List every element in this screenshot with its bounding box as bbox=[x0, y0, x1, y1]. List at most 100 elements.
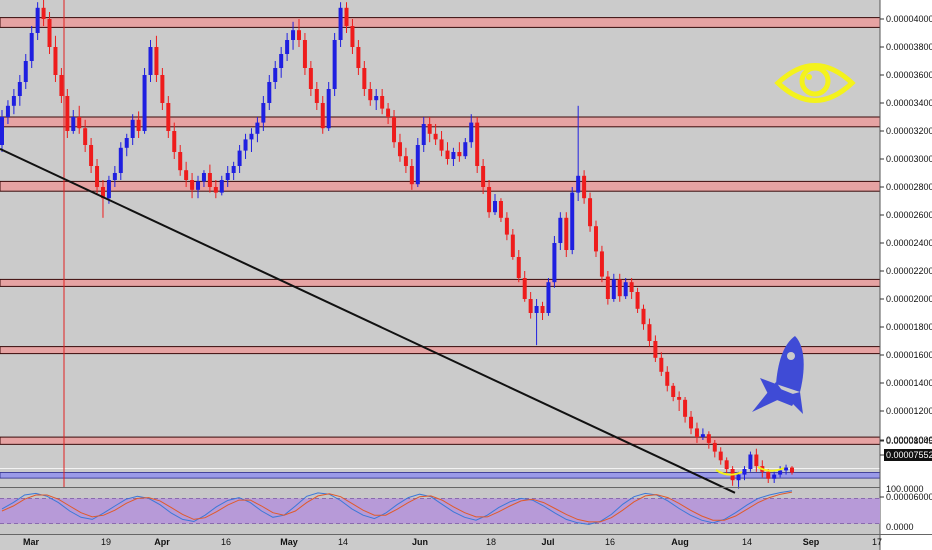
candle bbox=[148, 40, 153, 82]
candle-body bbox=[712, 442, 717, 452]
candle bbox=[784, 464, 789, 475]
candle-body bbox=[790, 467, 794, 473]
candle-body bbox=[415, 145, 420, 185]
candle bbox=[611, 273, 616, 302]
candle bbox=[326, 82, 331, 131]
candle-body bbox=[647, 324, 652, 341]
price-tick-label: 0.00003600 bbox=[886, 70, 932, 80]
candle bbox=[718, 447, 723, 465]
price-tick-label: 0.00002600 bbox=[886, 210, 932, 220]
stoch-d-line bbox=[1, 491, 793, 523]
date-tick-label: 18 bbox=[486, 537, 496, 547]
candle-body bbox=[374, 96, 379, 101]
descending-trendline[interactable] bbox=[0, 148, 736, 494]
candle-body bbox=[706, 434, 711, 443]
candle-body bbox=[564, 217, 569, 250]
resistance-zone bbox=[0, 346, 881, 355]
candle bbox=[178, 145, 183, 176]
candle bbox=[291, 21, 296, 50]
candle bbox=[576, 105, 581, 201]
candle bbox=[671, 383, 676, 402]
candle bbox=[599, 245, 604, 283]
candle-body bbox=[213, 187, 218, 193]
oscillator-tick-label: 100.0000 bbox=[886, 484, 924, 494]
candle-body bbox=[261, 103, 266, 123]
candle bbox=[237, 145, 242, 173]
trendline-layer[interactable] bbox=[0, 148, 736, 494]
candle-body bbox=[178, 152, 183, 171]
candle-body bbox=[338, 7, 343, 41]
candle bbox=[445, 142, 450, 165]
support-arc bbox=[715, 469, 743, 476]
candle bbox=[71, 110, 76, 134]
resistance-zone bbox=[0, 180, 881, 192]
price-tick-label: 0.00002000 bbox=[886, 294, 932, 304]
candle-body bbox=[510, 234, 515, 257]
candle-body bbox=[356, 47, 361, 68]
candle bbox=[380, 89, 385, 115]
candle bbox=[475, 117, 480, 173]
candle-body bbox=[516, 257, 521, 278]
candle-body bbox=[17, 82, 22, 96]
candle bbox=[546, 278, 551, 316]
candle-body bbox=[350, 26, 355, 47]
candle-body bbox=[291, 30, 296, 40]
candle-body bbox=[332, 40, 337, 89]
candle bbox=[558, 212, 563, 250]
candle bbox=[689, 411, 694, 435]
support-markers bbox=[715, 466, 785, 476]
candle bbox=[332, 33, 337, 96]
candle bbox=[415, 138, 420, 187]
candle bbox=[409, 159, 414, 190]
stochastic-oscillator bbox=[0, 487, 880, 525]
candle-body bbox=[694, 428, 699, 438]
candle bbox=[712, 440, 717, 458]
candle bbox=[95, 159, 100, 194]
candle-body bbox=[778, 470, 783, 475]
candle-body bbox=[320, 103, 325, 129]
candle-body bbox=[754, 454, 759, 467]
candle bbox=[166, 96, 171, 138]
price-tick-label: 0.00001400 bbox=[886, 378, 932, 388]
candle-body bbox=[588, 198, 593, 227]
current-price-tag bbox=[884, 449, 932, 461]
candle-body bbox=[570, 192, 575, 250]
candle-body bbox=[534, 306, 539, 313]
candle-body bbox=[493, 201, 498, 213]
price-tick-label: 0.00003000 bbox=[886, 154, 932, 164]
candle bbox=[534, 299, 539, 346]
date-tick-label: 16 bbox=[221, 537, 231, 547]
candle-body bbox=[100, 187, 105, 199]
candle bbox=[160, 68, 165, 110]
candle bbox=[196, 175, 201, 199]
candle-body bbox=[11, 96, 16, 106]
resistance-zone bbox=[0, 17, 881, 28]
candle bbox=[397, 133, 402, 162]
date-axis[interactable]: Mar 19 Apr 16 May 14 Jun 18 Jul 16 Aug 14 Sep 17 bbox=[0, 534, 932, 548]
candle bbox=[11, 89, 16, 115]
candle bbox=[124, 133, 129, 157]
candle-body bbox=[386, 108, 391, 117]
candle bbox=[35, 2, 40, 40]
candle-body bbox=[724, 460, 729, 469]
candle-body bbox=[457, 152, 462, 157]
support-arc bbox=[757, 466, 785, 472]
candle-body bbox=[65, 96, 70, 131]
candle-body bbox=[469, 122, 474, 143]
candle bbox=[724, 457, 729, 475]
candle-body bbox=[136, 119, 141, 131]
candle-body bbox=[95, 166, 100, 187]
date-tick-label: 17 bbox=[872, 537, 882, 547]
candle bbox=[344, 2, 349, 33]
candle-body bbox=[29, 33, 34, 61]
candle-body bbox=[629, 282, 634, 292]
candle-body bbox=[481, 166, 486, 187]
candle-body bbox=[201, 173, 206, 182]
rocket-icon bbox=[752, 336, 804, 414]
candle-body bbox=[445, 150, 450, 159]
candle-body bbox=[665, 371, 670, 386]
candle bbox=[100, 180, 105, 218]
price-axis[interactable]: 0.00004000 0.00003800 0.00003600 0.00003400… bbox=[879, 0, 932, 550]
candle bbox=[243, 133, 248, 159]
